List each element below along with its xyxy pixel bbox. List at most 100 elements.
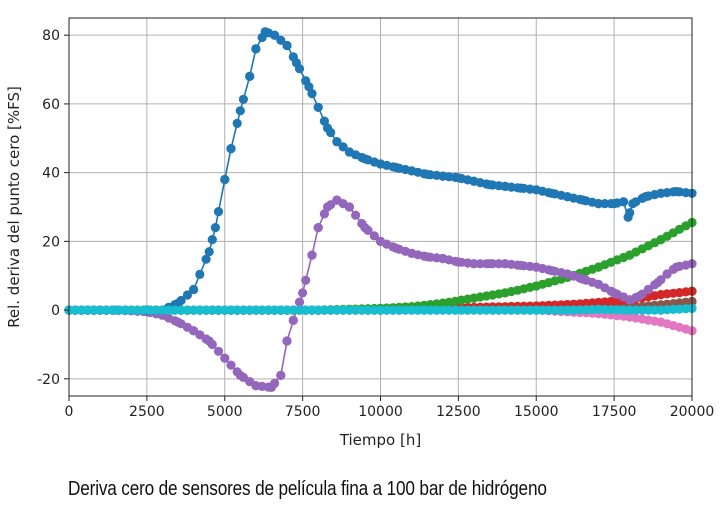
data-point	[400, 305, 410, 315]
data-point	[207, 339, 217, 350]
data-point	[251, 44, 261, 54]
data-point	[351, 210, 361, 220]
data-point	[195, 305, 205, 315]
data-point	[550, 305, 560, 315]
data-point	[506, 305, 516, 315]
x-tick-label: 5000	[207, 404, 243, 420]
data-point	[213, 207, 224, 217]
x-tick-label: 0	[65, 404, 74, 420]
data-point	[182, 290, 192, 300]
data-point	[282, 40, 292, 51]
data-point	[176, 305, 186, 315]
data-point	[363, 305, 373, 315]
data-point	[294, 64, 305, 74]
x-axis-label: Tiempo [h]	[339, 431, 421, 449]
x-tick-label: 2500	[129, 404, 165, 420]
data-point	[282, 305, 292, 315]
y-axis-label: Rel. deriva del punto cero [%FS]	[5, 86, 23, 328]
data-point	[282, 336, 292, 346]
data-point	[469, 259, 479, 269]
data-point	[220, 353, 230, 363]
data-point	[232, 118, 242, 128]
data-point	[226, 360, 236, 370]
x-tick-label: 17500	[592, 404, 637, 420]
data-point	[301, 275, 311, 285]
data-point	[276, 370, 286, 380]
x-tick-label: 7500	[285, 404, 321, 420]
chart: 0 2500 5000 7500 10000 12500 15000 17500 20000 -…	[5, 17, 715, 449]
data-point	[213, 346, 224, 356]
y-tick-label: 80	[42, 28, 60, 44]
data-point	[304, 82, 314, 92]
data-point	[313, 223, 323, 233]
series-layer	[64, 27, 697, 392]
data-point	[488, 259, 498, 269]
data-point	[157, 305, 167, 315]
data-point	[70, 305, 80, 315]
data-point	[307, 89, 317, 99]
data-point	[226, 144, 236, 154]
data-point	[220, 174, 230, 185]
data-point	[425, 305, 435, 315]
data-point	[238, 305, 248, 315]
y-tick-label: 60	[42, 97, 60, 113]
x-tick-label: 20000	[670, 404, 715, 420]
data-point	[238, 94, 248, 104]
data-point	[89, 305, 99, 315]
y-tick-labels: -20 0 20 40 60 80	[37, 28, 69, 388]
data-point	[369, 231, 379, 241]
data-point	[235, 106, 245, 116]
data-point	[270, 30, 280, 40]
data-point	[625, 208, 635, 218]
data-point	[319, 209, 329, 219]
data-point	[132, 305, 143, 315]
data-point	[319, 305, 329, 315]
y-tick-label: -20	[37, 372, 60, 388]
data-point	[307, 250, 317, 260]
data-point	[294, 297, 305, 307]
data-point	[618, 197, 629, 207]
data-point	[319, 116, 329, 126]
x-tick-label: 10000	[358, 404, 403, 420]
data-point	[301, 305, 311, 315]
data-point	[276, 35, 286, 45]
y-tick-label: 20	[42, 234, 60, 250]
data-point	[344, 202, 354, 212]
data-point	[114, 305, 124, 315]
data-point	[270, 378, 280, 388]
y-tick-label: 40	[42, 166, 60, 182]
data-point	[488, 305, 498, 315]
data-point	[189, 284, 199, 295]
data-point	[176, 295, 186, 306]
data-point	[313, 102, 323, 112]
x-tick-labels: 0 2500 5000 7500 10000 12500 15000 17500 20000	[65, 396, 715, 420]
x-tick-label: 15000	[514, 404, 559, 420]
series-5	[64, 27, 697, 315]
x-tick-label: 12500	[436, 404, 481, 420]
data-point	[257, 305, 267, 315]
data-point	[201, 254, 211, 264]
data-point	[382, 305, 392, 315]
data-point	[204, 247, 214, 257]
data-point	[326, 127, 336, 138]
data-point	[469, 305, 479, 315]
data-point	[245, 71, 255, 81]
data-point	[332, 137, 342, 147]
y-tick-label: 0	[51, 303, 60, 319]
data-point	[338, 142, 348, 152]
figure-caption: Deriva cero de sensores de película fina…	[68, 478, 547, 500]
data-point	[298, 288, 308, 298]
data-point	[338, 305, 348, 315]
data-point	[631, 305, 641, 315]
data-point	[288, 315, 298, 325]
series-6	[64, 303, 697, 315]
data-point	[207, 235, 217, 245]
data-point	[195, 269, 205, 279]
data-point	[656, 275, 666, 285]
data-point	[650, 305, 660, 315]
data-point	[213, 305, 224, 315]
data-point	[363, 225, 373, 235]
data-point	[444, 305, 454, 315]
data-point	[593, 199, 604, 209]
data-point	[210, 223, 220, 233]
